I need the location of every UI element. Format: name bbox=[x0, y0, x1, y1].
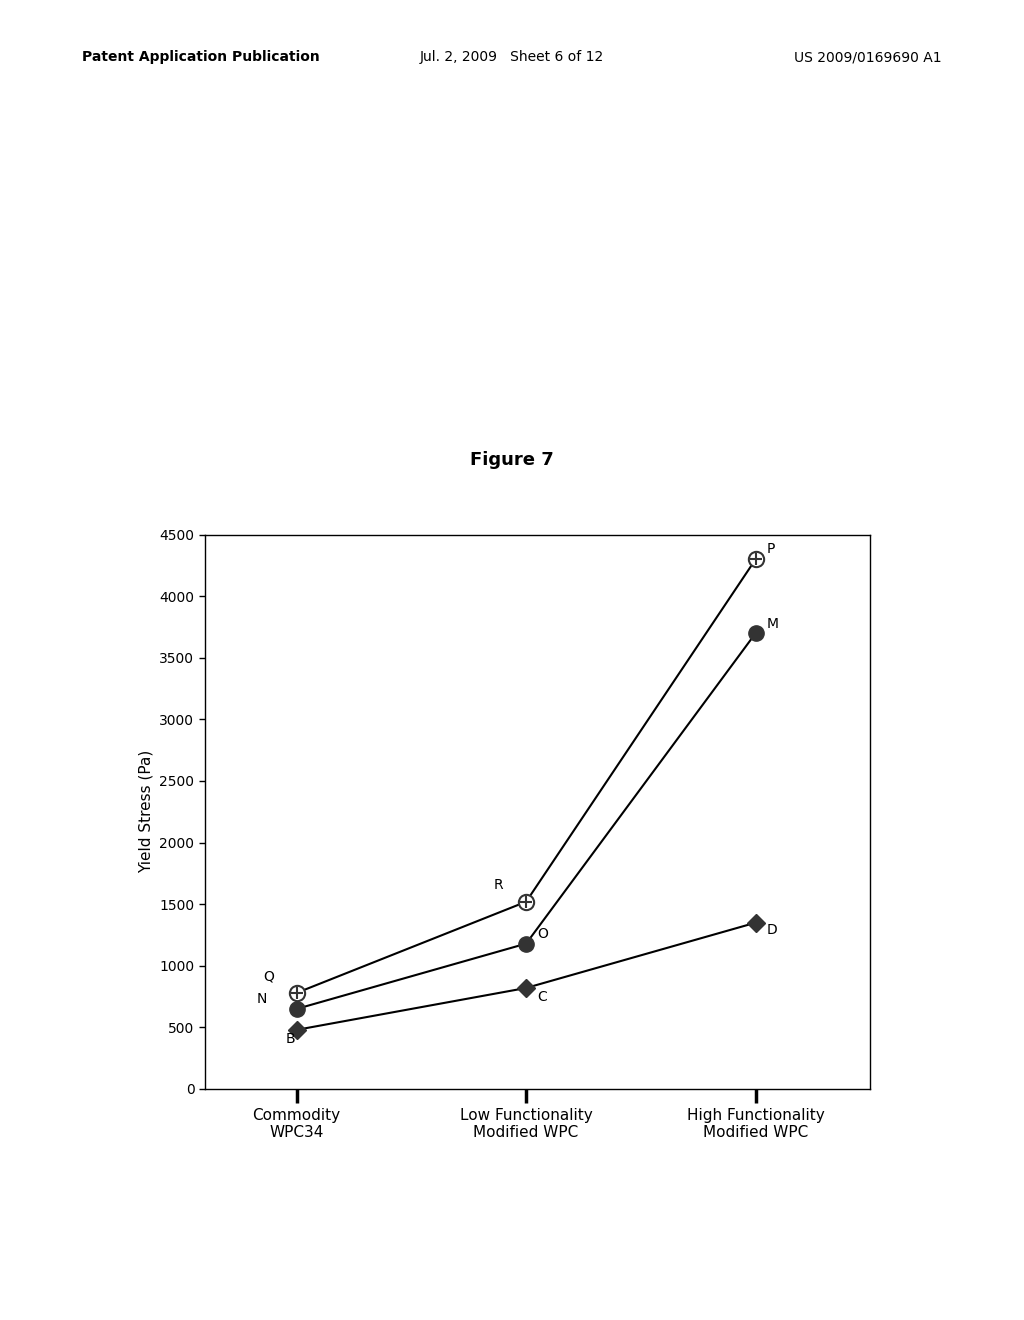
Text: Figure 7: Figure 7 bbox=[470, 450, 554, 469]
Text: C: C bbox=[538, 990, 548, 1005]
Text: N: N bbox=[256, 993, 267, 1006]
Y-axis label: Yield Stress (Pa): Yield Stress (Pa) bbox=[138, 750, 154, 874]
Text: R: R bbox=[494, 878, 503, 892]
Text: P: P bbox=[767, 541, 775, 556]
Text: M: M bbox=[767, 616, 779, 631]
Text: Patent Application Publication: Patent Application Publication bbox=[82, 50, 319, 65]
Text: D: D bbox=[767, 924, 778, 937]
Text: B: B bbox=[285, 1032, 295, 1045]
Text: O: O bbox=[538, 927, 549, 941]
Text: US 2009/0169690 A1: US 2009/0169690 A1 bbox=[795, 50, 942, 65]
Text: Q: Q bbox=[263, 969, 273, 983]
Text: Jul. 2, 2009   Sheet 6 of 12: Jul. 2, 2009 Sheet 6 of 12 bbox=[420, 50, 604, 65]
